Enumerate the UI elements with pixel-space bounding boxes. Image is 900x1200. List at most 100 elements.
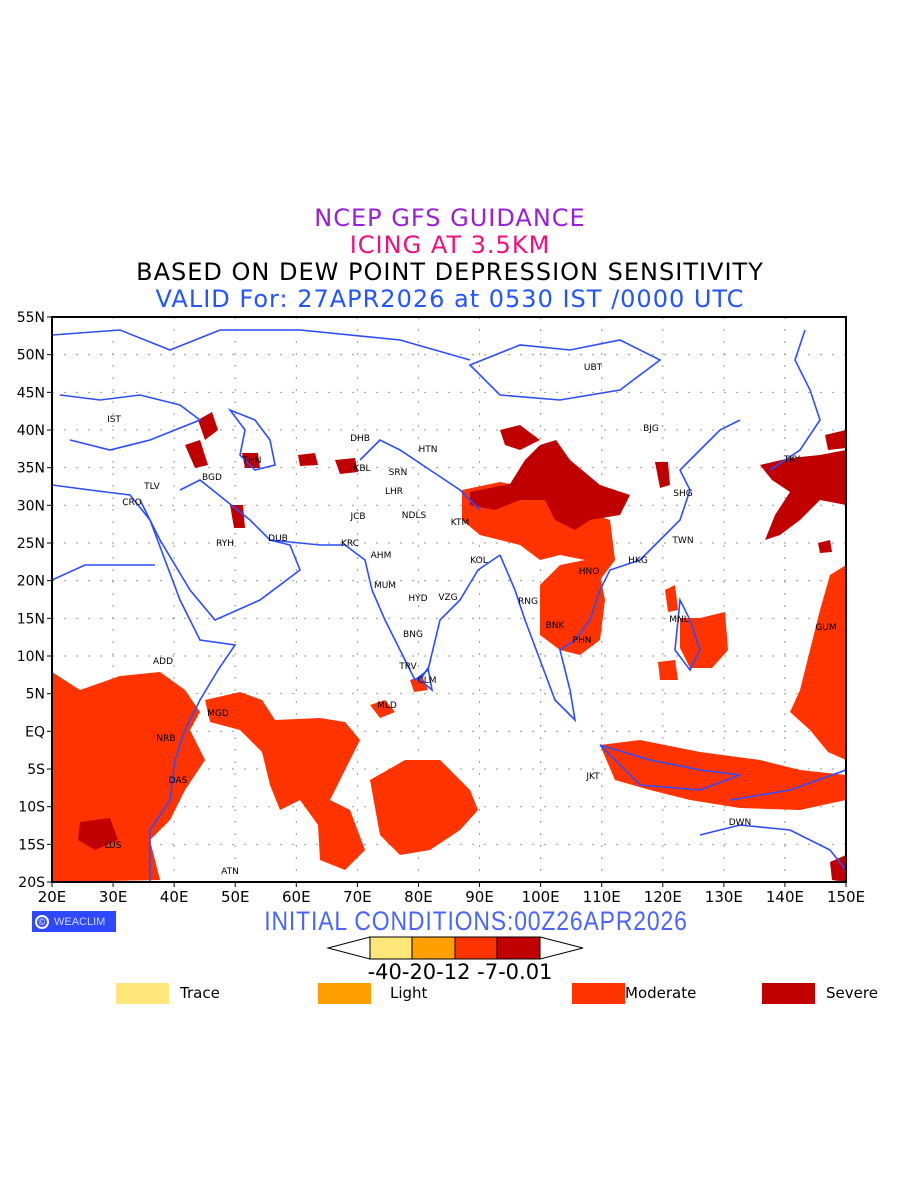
legend-label-trace: Trace — [180, 984, 220, 1002]
icing-area-severe — [830, 855, 846, 882]
legend-swatch-moderate — [572, 983, 625, 1004]
city-label: KTM — [451, 518, 469, 528]
colorbar-severe — [496, 936, 541, 960]
icing-area-moderate — [600, 740, 846, 810]
coastlines-and-borders — [52, 329, 846, 882]
legend-swatch-severe — [762, 983, 815, 1004]
icing-area-severe — [760, 450, 846, 540]
city-label: BNG — [403, 630, 423, 640]
weaclim-label: WEACLIM — [54, 915, 106, 928]
icing-area-moderate — [658, 660, 678, 680]
city-label: DAS — [169, 776, 188, 786]
city-label: ATN — [221, 867, 239, 877]
lon-tick-label: 150E — [827, 888, 865, 906]
lon-tick-label: 90E — [465, 888, 494, 906]
city-label: HTN — [419, 445, 438, 455]
colorbar-trace — [369, 936, 413, 960]
lat-tick-label: 30N — [17, 498, 45, 514]
city-label: DHB — [350, 434, 370, 444]
city-label: TWN — [671, 536, 693, 546]
legend-swatch-trace — [116, 983, 169, 1004]
icing-area-severe — [230, 505, 245, 528]
icing-area-severe — [655, 462, 670, 488]
city-label: SRN — [389, 468, 408, 478]
icing-area-moderate — [370, 760, 478, 855]
city-label: CLM — [417, 676, 436, 686]
lon-tick-label: 140E — [766, 888, 804, 906]
city-label: THN — [242, 456, 262, 466]
city-label: NRB — [156, 734, 175, 744]
icing-area-severe — [242, 453, 260, 468]
copyright-icon: © — [35, 914, 49, 929]
lat-tick-label: 40N — [17, 423, 45, 439]
lat-tick-label: 20N — [17, 574, 45, 590]
weaclim-logo: © WEACLIM — [32, 911, 116, 932]
city-label: UBT — [584, 363, 603, 373]
city-label: MNL — [669, 615, 689, 625]
colorbar-lower-extension — [326, 936, 371, 960]
initial-conditions: INITIAL CONDITIONS:00Z26APR2026 — [264, 906, 688, 936]
city-label: JCB — [349, 512, 365, 522]
icing-area-severe — [185, 440, 208, 468]
icing-area-severe — [335, 458, 358, 474]
city-label: SHG — [673, 489, 692, 499]
icing-area-moderate — [665, 585, 678, 612]
lon-tick-label: 100E — [522, 888, 560, 906]
city-label: PHN — [573, 636, 592, 646]
valid-time: VALID For: 27APR2026 at 0530 IST /0000 U… — [155, 285, 745, 313]
city-label: DWN — [729, 818, 752, 828]
lon-tick-label: 110E — [583, 888, 621, 906]
city-label: BGD — [202, 473, 222, 483]
icing-area-severe — [470, 440, 630, 530]
lat-tick-label: 5S — [27, 762, 45, 778]
city-label: HNO — [579, 567, 600, 577]
map-axes: 20E 30E 40E 50E 60E 70E 80E 90E 100E 110E 120E 130E… — [17, 310, 865, 906]
city-label: HKG — [628, 556, 648, 566]
icing-area-severe — [825, 430, 846, 450]
lon-tick-label: 30E — [99, 888, 128, 906]
lon-tick-label: 40E — [160, 888, 189, 906]
chart-title: NCEP GFS GUIDANCE — [314, 204, 586, 232]
lat-tick-label: 10N — [17, 649, 45, 665]
lon-tick-label: 70E — [343, 888, 372, 906]
city-label: GUM — [815, 623, 836, 633]
city-label: HYD — [408, 594, 427, 604]
lat-tick-label: 35N — [17, 461, 45, 477]
colorbar-values: -40-20-12 -7-0.01 — [367, 960, 553, 984]
icing-area-severe — [818, 540, 832, 553]
city-label: KRC — [341, 539, 359, 549]
icing-area-severe — [298, 453, 318, 466]
lat-tick-label: 20S — [18, 875, 45, 891]
icing-area-moderate — [370, 700, 395, 718]
city-label: AHM — [371, 551, 392, 561]
city-labels: UBT BJG DHB HTN IST THN KBL SRN TLV BGD LHR CRO JCB N… — [105, 363, 837, 877]
lat-tick-label: 15N — [17, 611, 45, 627]
city-label: RNG — [518, 597, 538, 607]
city-label: NDLS — [402, 511, 427, 521]
legend-swatch-light — [318, 983, 371, 1004]
city-label: KOL — [470, 556, 488, 566]
city-label: MUM — [374, 581, 396, 591]
lon-tick-label: 80E — [404, 888, 433, 906]
icing-area-moderate — [790, 565, 846, 760]
city-label: ADD — [153, 657, 173, 667]
lat-tick-label: 5N — [26, 687, 45, 703]
lat-tick-label: 15S — [18, 837, 45, 853]
legend-label-severe: Severe — [826, 984, 878, 1002]
city-label: KBL — [353, 464, 370, 474]
colorbar-moderate — [454, 936, 498, 960]
colorbar-light — [411, 936, 456, 960]
lat-tick-label: 45N — [17, 385, 45, 401]
icing-area-severe — [78, 818, 118, 850]
legend-label-moderate: Moderate — [625, 984, 697, 1002]
city-label: TLV — [143, 482, 161, 492]
lat-tick-label: 55N — [17, 310, 45, 326]
city-label: RYH — [216, 539, 234, 549]
city-label: BNK — [546, 621, 566, 631]
lon-tick-label: 60E — [282, 888, 311, 906]
lat-tick-label: 10S — [18, 800, 45, 816]
map-frame — [51, 316, 847, 883]
lon-tick-label: 20E — [38, 888, 67, 906]
